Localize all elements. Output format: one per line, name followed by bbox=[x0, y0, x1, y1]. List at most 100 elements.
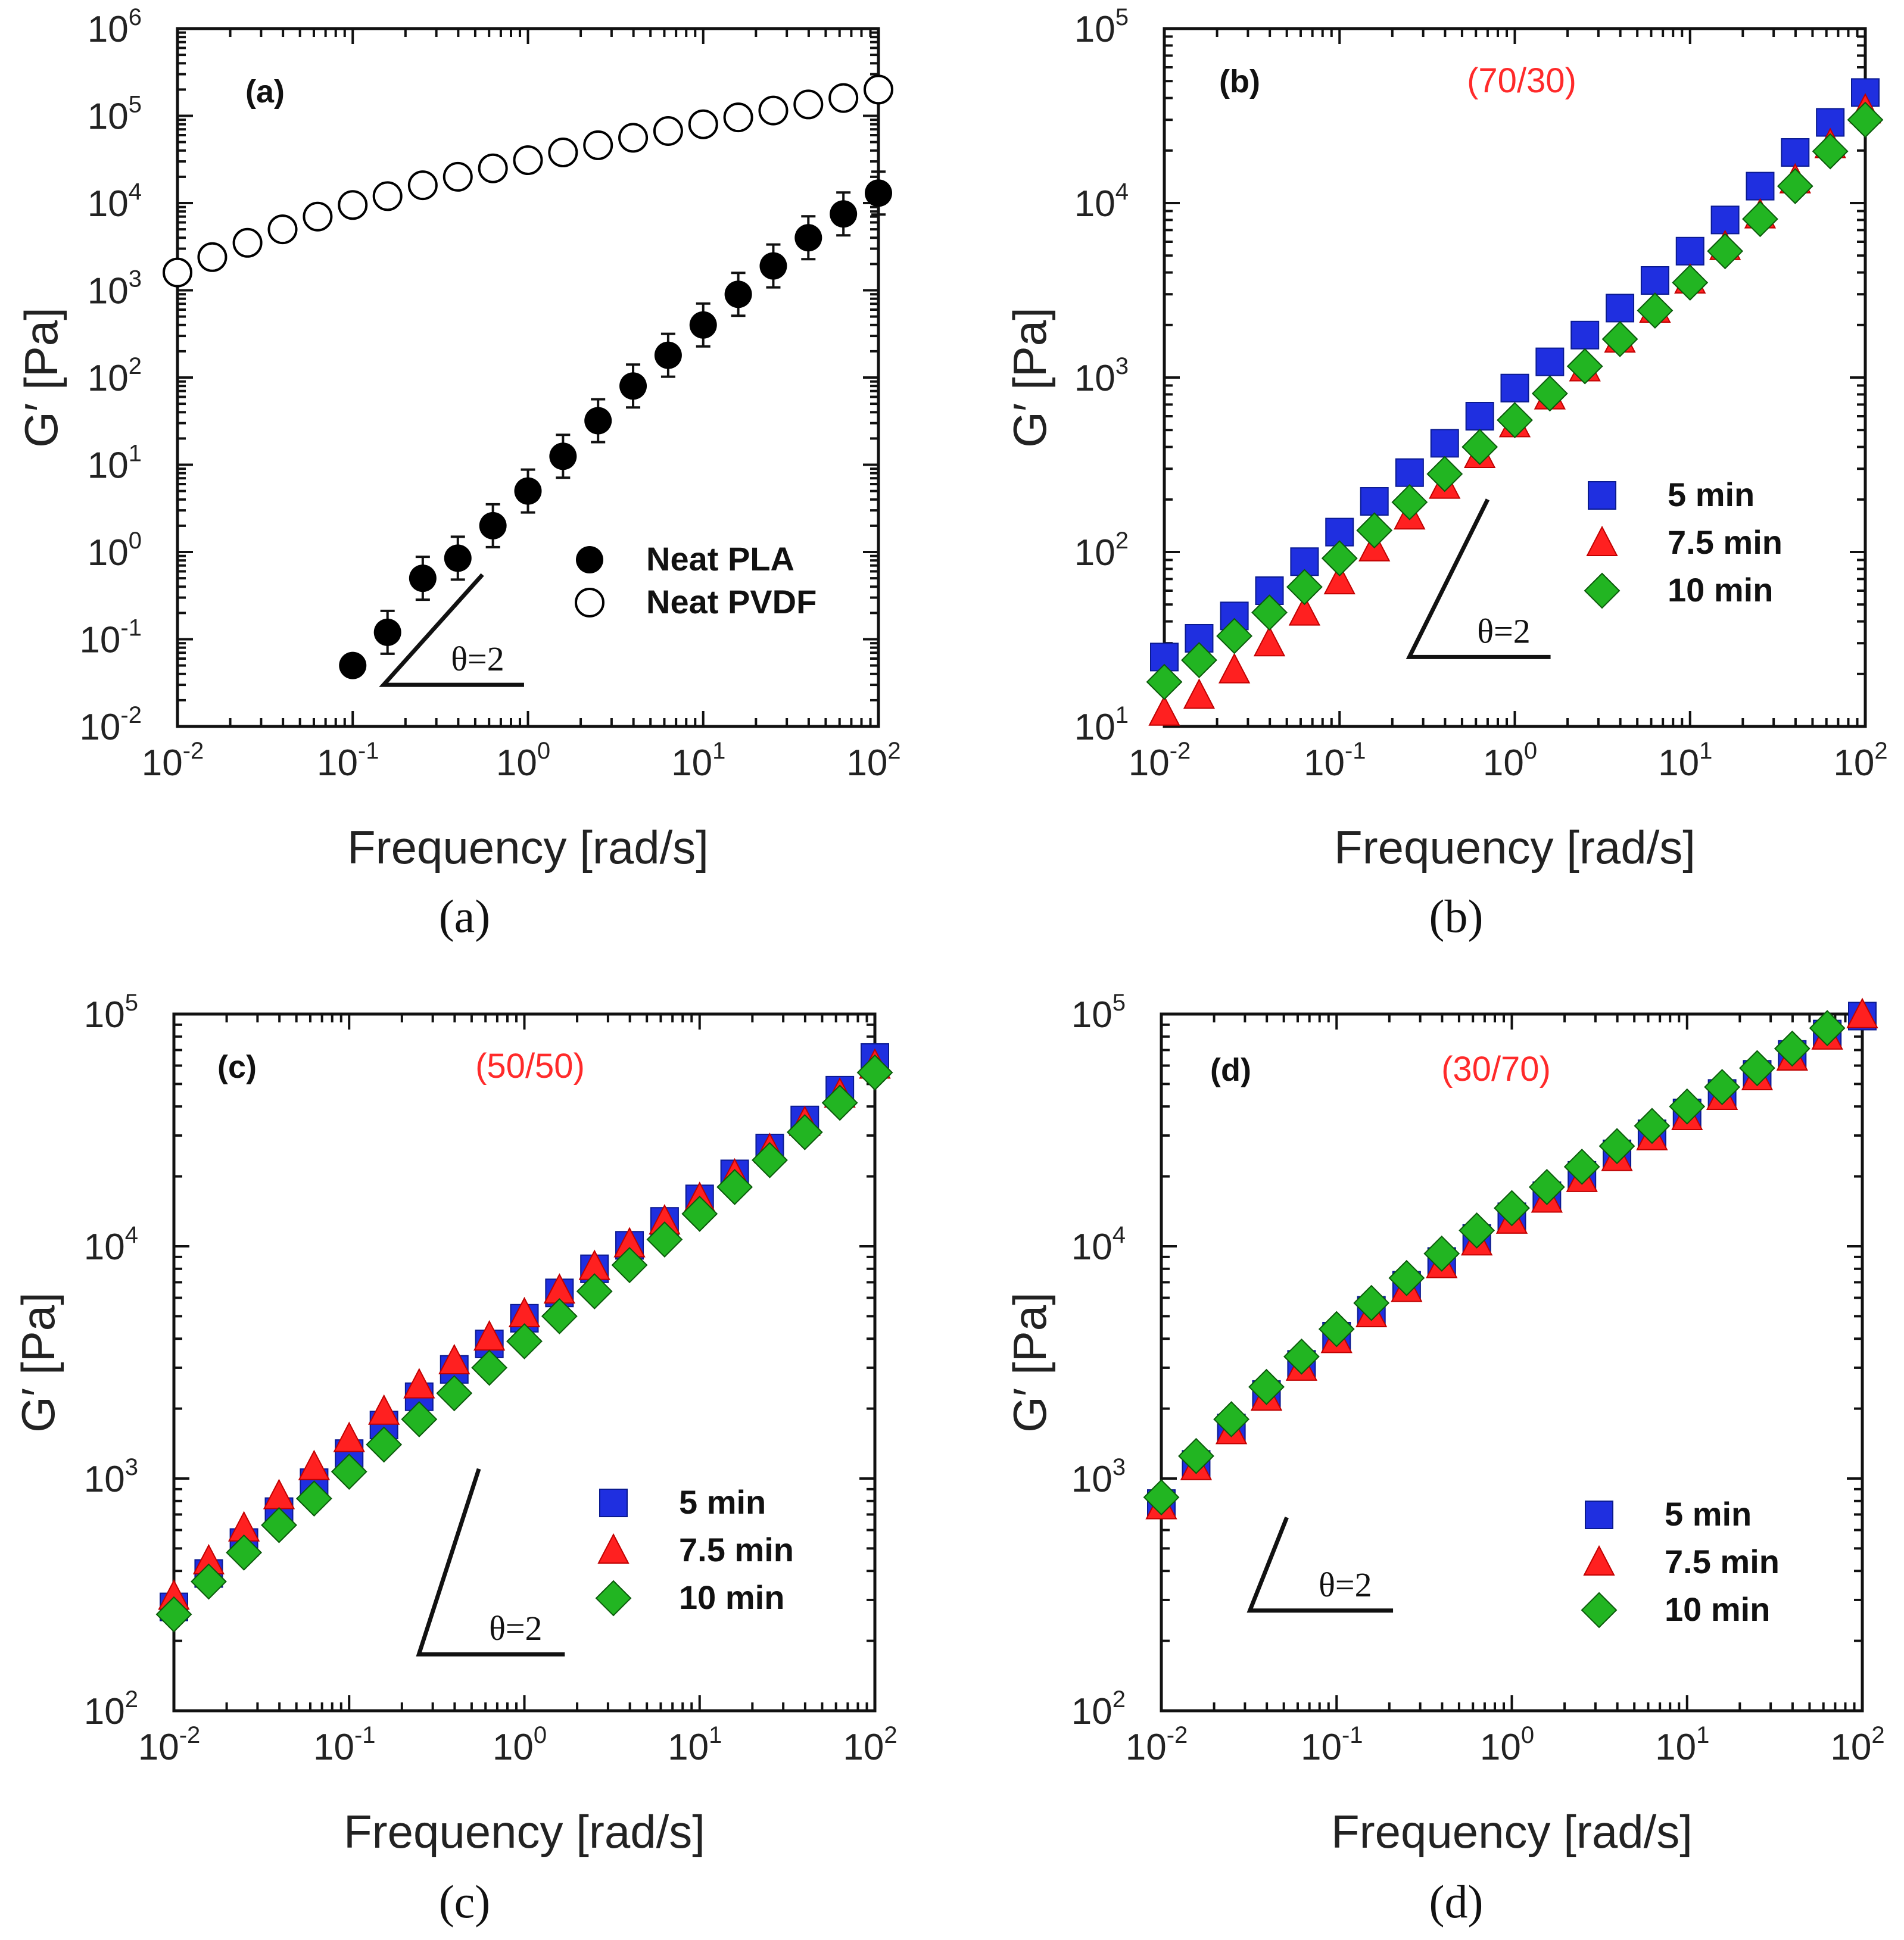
data-point bbox=[261, 1507, 297, 1543]
panel-caption: (d) bbox=[1429, 1876, 1484, 1927]
data-point bbox=[1395, 458, 1424, 487]
y-tick-label: 102 bbox=[1074, 528, 1129, 573]
data-point bbox=[226, 1534, 263, 1571]
data-point bbox=[1426, 456, 1463, 492]
x-tick-label: 100 bbox=[496, 738, 550, 784]
data-point bbox=[681, 1196, 718, 1232]
data-point bbox=[442, 161, 473, 192]
data-point bbox=[1148, 695, 1180, 726]
data-point bbox=[303, 201, 333, 232]
panel-caption: (a) bbox=[439, 890, 491, 942]
legend-label: 5 min bbox=[1668, 476, 1755, 513]
data-point bbox=[1423, 1235, 1460, 1272]
data-point bbox=[1497, 402, 1533, 438]
y-tick-label: 103 bbox=[84, 1454, 138, 1500]
data-point bbox=[758, 95, 789, 126]
y-tick-label: 105 bbox=[88, 92, 142, 138]
x-tick-label: 10-1 bbox=[1304, 738, 1366, 784]
series-10-min bbox=[1146, 101, 1884, 700]
data-point bbox=[1809, 1010, 1846, 1047]
data-point bbox=[864, 74, 893, 105]
data-point bbox=[1640, 266, 1669, 295]
legend-label: Neat PLA bbox=[646, 540, 794, 578]
data-point bbox=[646, 1221, 683, 1258]
data-point bbox=[584, 407, 612, 435]
data-point bbox=[436, 1375, 473, 1412]
data-point bbox=[1251, 594, 1288, 631]
legend-marker bbox=[1585, 1501, 1613, 1529]
x-tick-label: 10-2 bbox=[1129, 738, 1191, 784]
x-tick-label: 101 bbox=[1655, 1722, 1709, 1768]
legend-label: 10 min bbox=[679, 1579, 784, 1616]
x-tick-label: 102 bbox=[846, 738, 900, 784]
data-point bbox=[479, 511, 507, 539]
panel-tag: (d) bbox=[1210, 1052, 1251, 1088]
data-point bbox=[1742, 201, 1778, 238]
data-point bbox=[618, 123, 649, 153]
data-point bbox=[407, 170, 438, 201]
data-point bbox=[1178, 1437, 1214, 1474]
data-point bbox=[1704, 1069, 1741, 1105]
data-point bbox=[654, 341, 682, 369]
legend-label: 7.5 min bbox=[679, 1531, 794, 1568]
x-axis-title: Frequency [rad/s] bbox=[347, 821, 709, 874]
data-point bbox=[331, 1454, 367, 1490]
y-tick-label: 105 bbox=[1074, 4, 1129, 50]
x-tick-label: 101 bbox=[671, 738, 725, 784]
data-point bbox=[1353, 1284, 1390, 1321]
x-tick-label: 101 bbox=[1658, 738, 1712, 784]
y-axis-title: G′ [Pa] bbox=[12, 1292, 64, 1433]
y-tick-label: 106 bbox=[88, 4, 142, 50]
data-point bbox=[1218, 653, 1251, 684]
data-point bbox=[1286, 569, 1323, 606]
data-point bbox=[549, 442, 577, 470]
y-tick-label: 103 bbox=[1074, 353, 1129, 399]
data-point bbox=[471, 1349, 508, 1386]
data-point bbox=[373, 618, 401, 646]
panel-tag: (c) bbox=[217, 1049, 257, 1085]
data-point bbox=[478, 153, 508, 183]
y-tick-label: 105 bbox=[84, 990, 138, 1036]
data-point bbox=[372, 181, 403, 211]
data-point bbox=[1847, 101, 1884, 138]
data-point bbox=[1462, 429, 1498, 466]
legend-marker bbox=[595, 1580, 632, 1617]
data-point bbox=[232, 227, 263, 258]
data-point bbox=[1356, 512, 1393, 549]
legend-label: Neat PVDF bbox=[646, 583, 817, 620]
y-tick-label: 102 bbox=[84, 1686, 138, 1732]
legend-marker bbox=[1583, 1545, 1615, 1576]
data-point bbox=[1216, 617, 1253, 654]
panel-a: 10-2 10-1 100 101 102 10-2 10-1 100 101 102 103 104… bbox=[15, 4, 901, 942]
x-axis-title: Frequency [rad/s] bbox=[1331, 1805, 1693, 1858]
series-10-min bbox=[1143, 1010, 1846, 1515]
y-tick-label: 104 bbox=[1071, 1222, 1126, 1268]
data-point bbox=[1183, 678, 1216, 709]
data-point bbox=[1637, 292, 1674, 329]
data-point bbox=[514, 477, 542, 505]
x-tick-label: 10-2 bbox=[138, 1722, 201, 1768]
data-point bbox=[1323, 563, 1355, 595]
y-tick-label: 101 bbox=[1074, 702, 1129, 748]
data-point bbox=[506, 1323, 543, 1359]
data-point bbox=[576, 1273, 613, 1310]
data-point bbox=[1634, 1108, 1671, 1144]
series-neat-pla bbox=[339, 170, 892, 679]
x-axis-title: Frequency [rad/s] bbox=[1334, 821, 1696, 874]
slope-label: θ=2 bbox=[1477, 612, 1531, 650]
slope-label: θ=2 bbox=[489, 1609, 543, 1648]
panel-b: 10-2 10-1 100 101 102 101 102 103 104 105 Frequenc… bbox=[1004, 4, 1888, 942]
data-point bbox=[786, 1114, 823, 1150]
slope-triangle bbox=[416, 1468, 565, 1657]
slope-triangle bbox=[379, 573, 524, 687]
panel-tag: (a) bbox=[245, 74, 285, 110]
data-point bbox=[444, 544, 472, 572]
data-point bbox=[1181, 642, 1217, 679]
data-point bbox=[865, 179, 892, 207]
y-tick-label: 103 bbox=[88, 266, 142, 312]
legend-marker bbox=[1586, 525, 1618, 556]
data-point bbox=[298, 1449, 331, 1480]
data-point bbox=[723, 102, 753, 133]
data-point bbox=[1781, 138, 1810, 167]
y-tick-label: 103 bbox=[1071, 1454, 1126, 1500]
